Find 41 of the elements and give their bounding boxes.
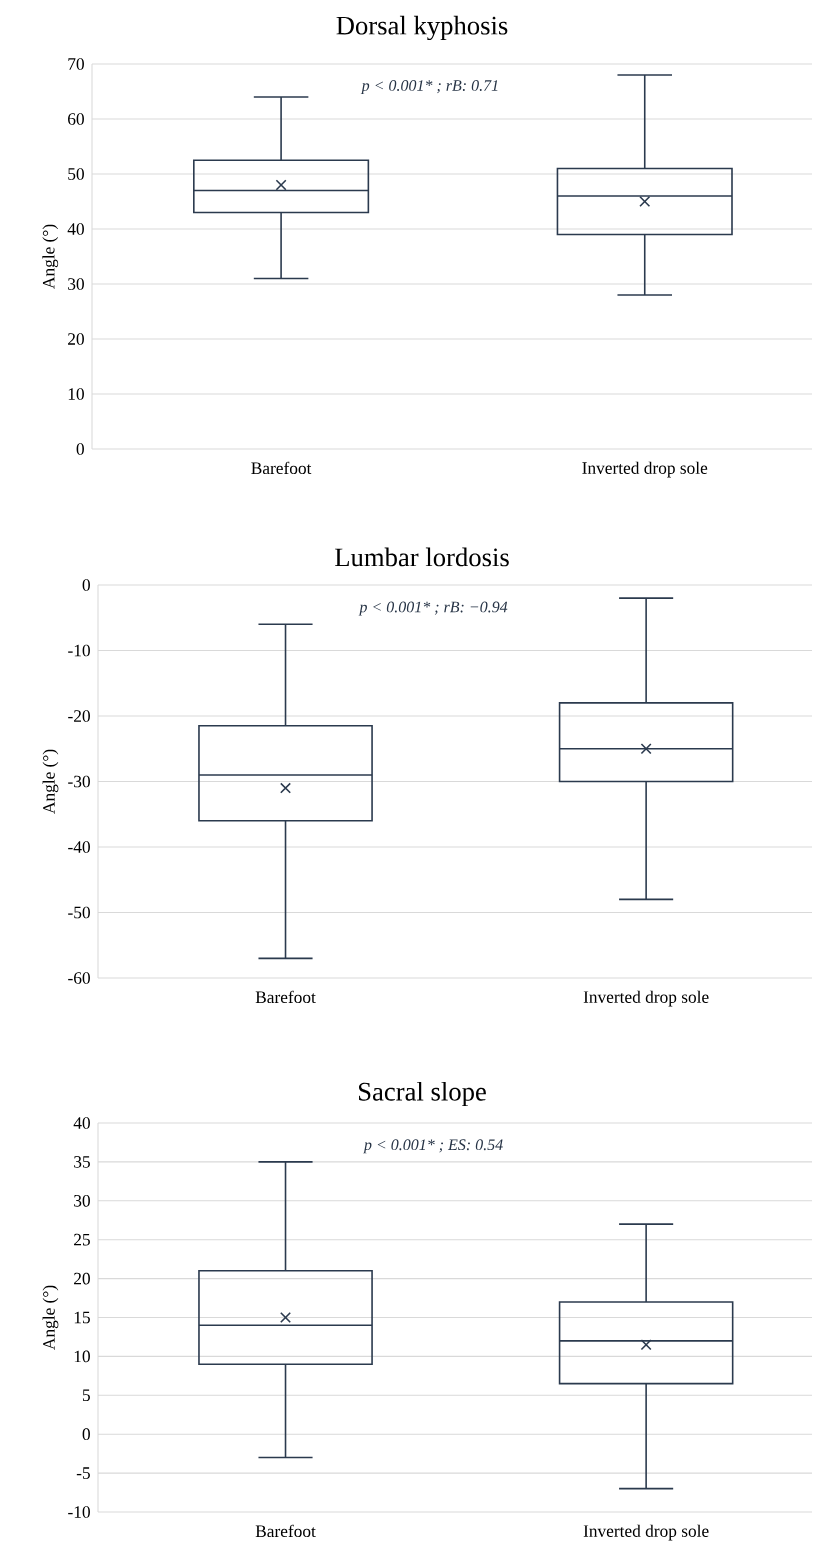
y-tick-label: 20 — [74, 1272, 90, 1285]
y-axis-title: Angle (°) — [42, 1285, 59, 1350]
y-tick-label: 50 — [68, 168, 84, 180]
y-tick-label: 0 — [82, 579, 90, 591]
y-tick-label: 60 — [68, 113, 84, 125]
y-tick-label: -60 — [68, 972, 90, 984]
y-tick-label: -10 — [68, 1506, 90, 1518]
annotation: p < 0.001* ; rB: −0.94 — [358, 601, 508, 616]
y-tick-label: 70 — [68, 58, 84, 70]
x-tick-label: Barefoot — [255, 990, 316, 1004]
x-tick-label: Barefoot — [255, 1524, 316, 1538]
y-tick-label: 40 — [67, 223, 84, 235]
y-tick-label: 30 — [74, 1194, 90, 1207]
y-tick-label: -5 — [76, 1467, 90, 1479]
annotation: p < 0.001* ; rB: 0.71 — [360, 80, 498, 95]
x-tick-label: Inverted drop sole — [583, 1524, 709, 1541]
y-tick-label: -20 — [68, 710, 90, 722]
x-tick-label: Inverted drop sole — [582, 461, 708, 478]
y-tick-label: -50 — [68, 906, 90, 919]
annotation: p < 0.001* ; ES: 0.54 — [363, 1139, 503, 1154]
y-axis-title: Angle (°) — [42, 749, 59, 814]
y-tick-label: -30 — [68, 775, 90, 788]
y-tick-label: -40 — [68, 841, 90, 853]
y-tick-label: 10 — [74, 1350, 90, 1363]
x-tick-label: Barefoot — [251, 461, 312, 475]
y-tick-label: 0 — [76, 443, 84, 455]
y-tick-label: -10 — [68, 644, 90, 657]
y-tick-label: 20 — [68, 333, 84, 345]
y-tick-label: 30 — [68, 278, 84, 290]
y-axis-title: Angle (°) — [42, 224, 59, 289]
chart-title: Lumbar lordosis — [335, 547, 509, 567]
y-tick-label: 25 — [74, 1233, 90, 1246]
y-tick-label: 5 — [82, 1389, 90, 1402]
y-tick-label: 35 — [74, 1156, 90, 1168]
x-tick-label: Inverted drop sole — [583, 990, 709, 1007]
chart-title: Dorsal kyphosis — [336, 15, 508, 41]
chart-title: Sacral slope — [358, 1081, 486, 1107]
y-tick-label: 0 — [82, 1428, 90, 1441]
y-tick-label: 10 — [68, 388, 84, 400]
y-tick-label: 40 — [73, 1117, 90, 1129]
y-tick-label: 15 — [74, 1311, 90, 1324]
